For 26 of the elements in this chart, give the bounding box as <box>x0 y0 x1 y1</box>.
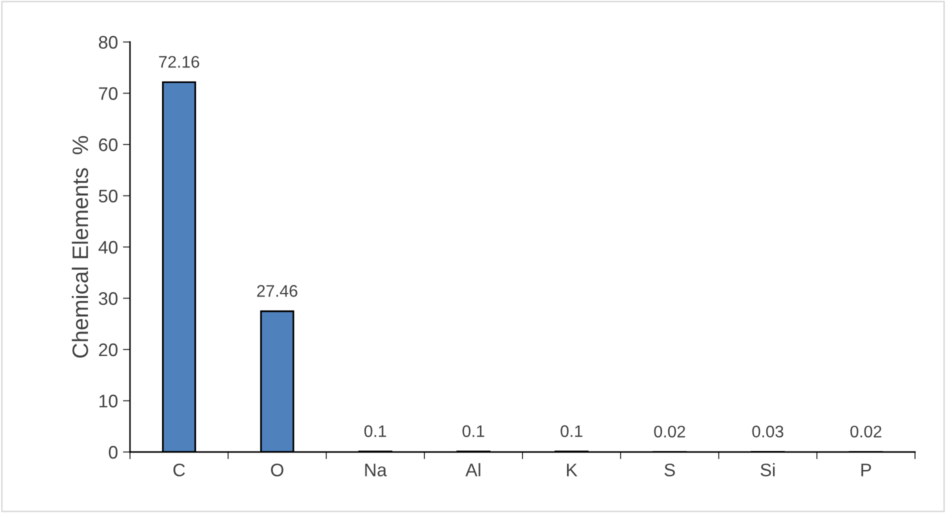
data-label: 27.46 <box>257 285 298 297</box>
x-tick-label: C <box>173 464 185 476</box>
data-label: 0.02 <box>850 426 882 438</box>
y-tick-label: 30 <box>98 292 118 305</box>
x-tick-label: P <box>861 464 872 476</box>
y-tick-label: 40 <box>98 240 118 254</box>
x-tick-label: Al <box>465 463 480 476</box>
y-tick-label: 70 <box>99 87 118 100</box>
data-label: 72.16 <box>159 56 200 68</box>
x-tick-label: Si <box>760 463 775 476</box>
x-tick-label: O <box>271 464 284 476</box>
y-tick-label: 60 <box>99 138 118 152</box>
y-tick-label: 10 <box>99 394 118 408</box>
data-label: 0.1 <box>364 425 386 438</box>
x-tick-label: K <box>567 464 578 476</box>
y-tick-label: 50 <box>98 190 118 202</box>
y-axis-title: Chemical Elements % <box>72 136 88 358</box>
data-label: 0.1 <box>462 425 484 438</box>
y-tick-label: 20 <box>99 343 118 356</box>
data-label: 0.03 <box>752 426 784 438</box>
y-tick-label: 80 <box>98 36 118 49</box>
y-tick-label: 0 <box>108 446 118 459</box>
data-label: 0.02 <box>654 426 686 438</box>
x-tick-label: S <box>664 464 675 476</box>
x-tick-label: Na <box>365 464 387 476</box>
data-label: 0.1 <box>560 425 582 438</box>
